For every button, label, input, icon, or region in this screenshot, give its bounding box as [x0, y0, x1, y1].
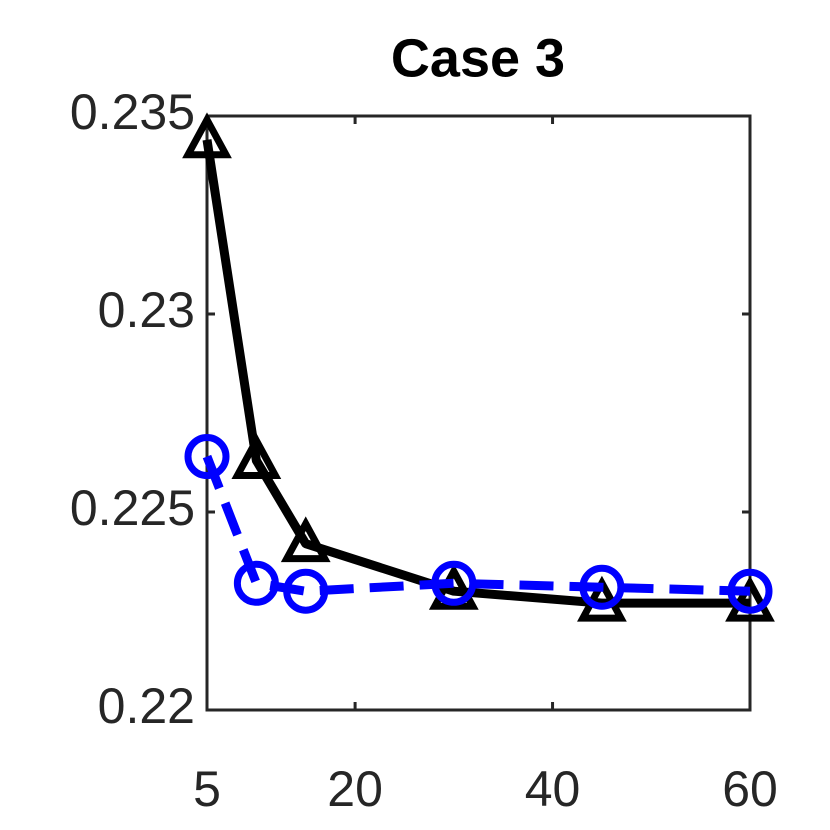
y-tick-label: 0.235: [70, 84, 195, 140]
marker: [431, 560, 477, 606]
marker: [579, 564, 625, 610]
y-tick-label: 0.225: [70, 480, 195, 536]
marker: [280, 516, 331, 563]
marker: [182, 112, 232, 159]
y-tick-label: 0.23: [98, 282, 195, 338]
y-tick-label: 0.22: [98, 678, 195, 734]
x-tick-label: 60: [722, 761, 778, 817]
marker: [428, 563, 479, 610]
marker: [233, 560, 279, 606]
chart-title: Case 3: [391, 28, 565, 88]
marker: [231, 433, 282, 480]
marker: [184, 434, 230, 480]
marker: [283, 568, 329, 614]
plot-area: [205, 114, 752, 712]
x-tick-label: 20: [327, 761, 383, 817]
series-line: [202, 454, 751, 596]
marker: [725, 575, 775, 622]
x-tick-label: 40: [525, 761, 581, 817]
marker: [727, 568, 773, 614]
series-line: [202, 139, 750, 608]
x-tick-label: 5: [193, 761, 221, 817]
